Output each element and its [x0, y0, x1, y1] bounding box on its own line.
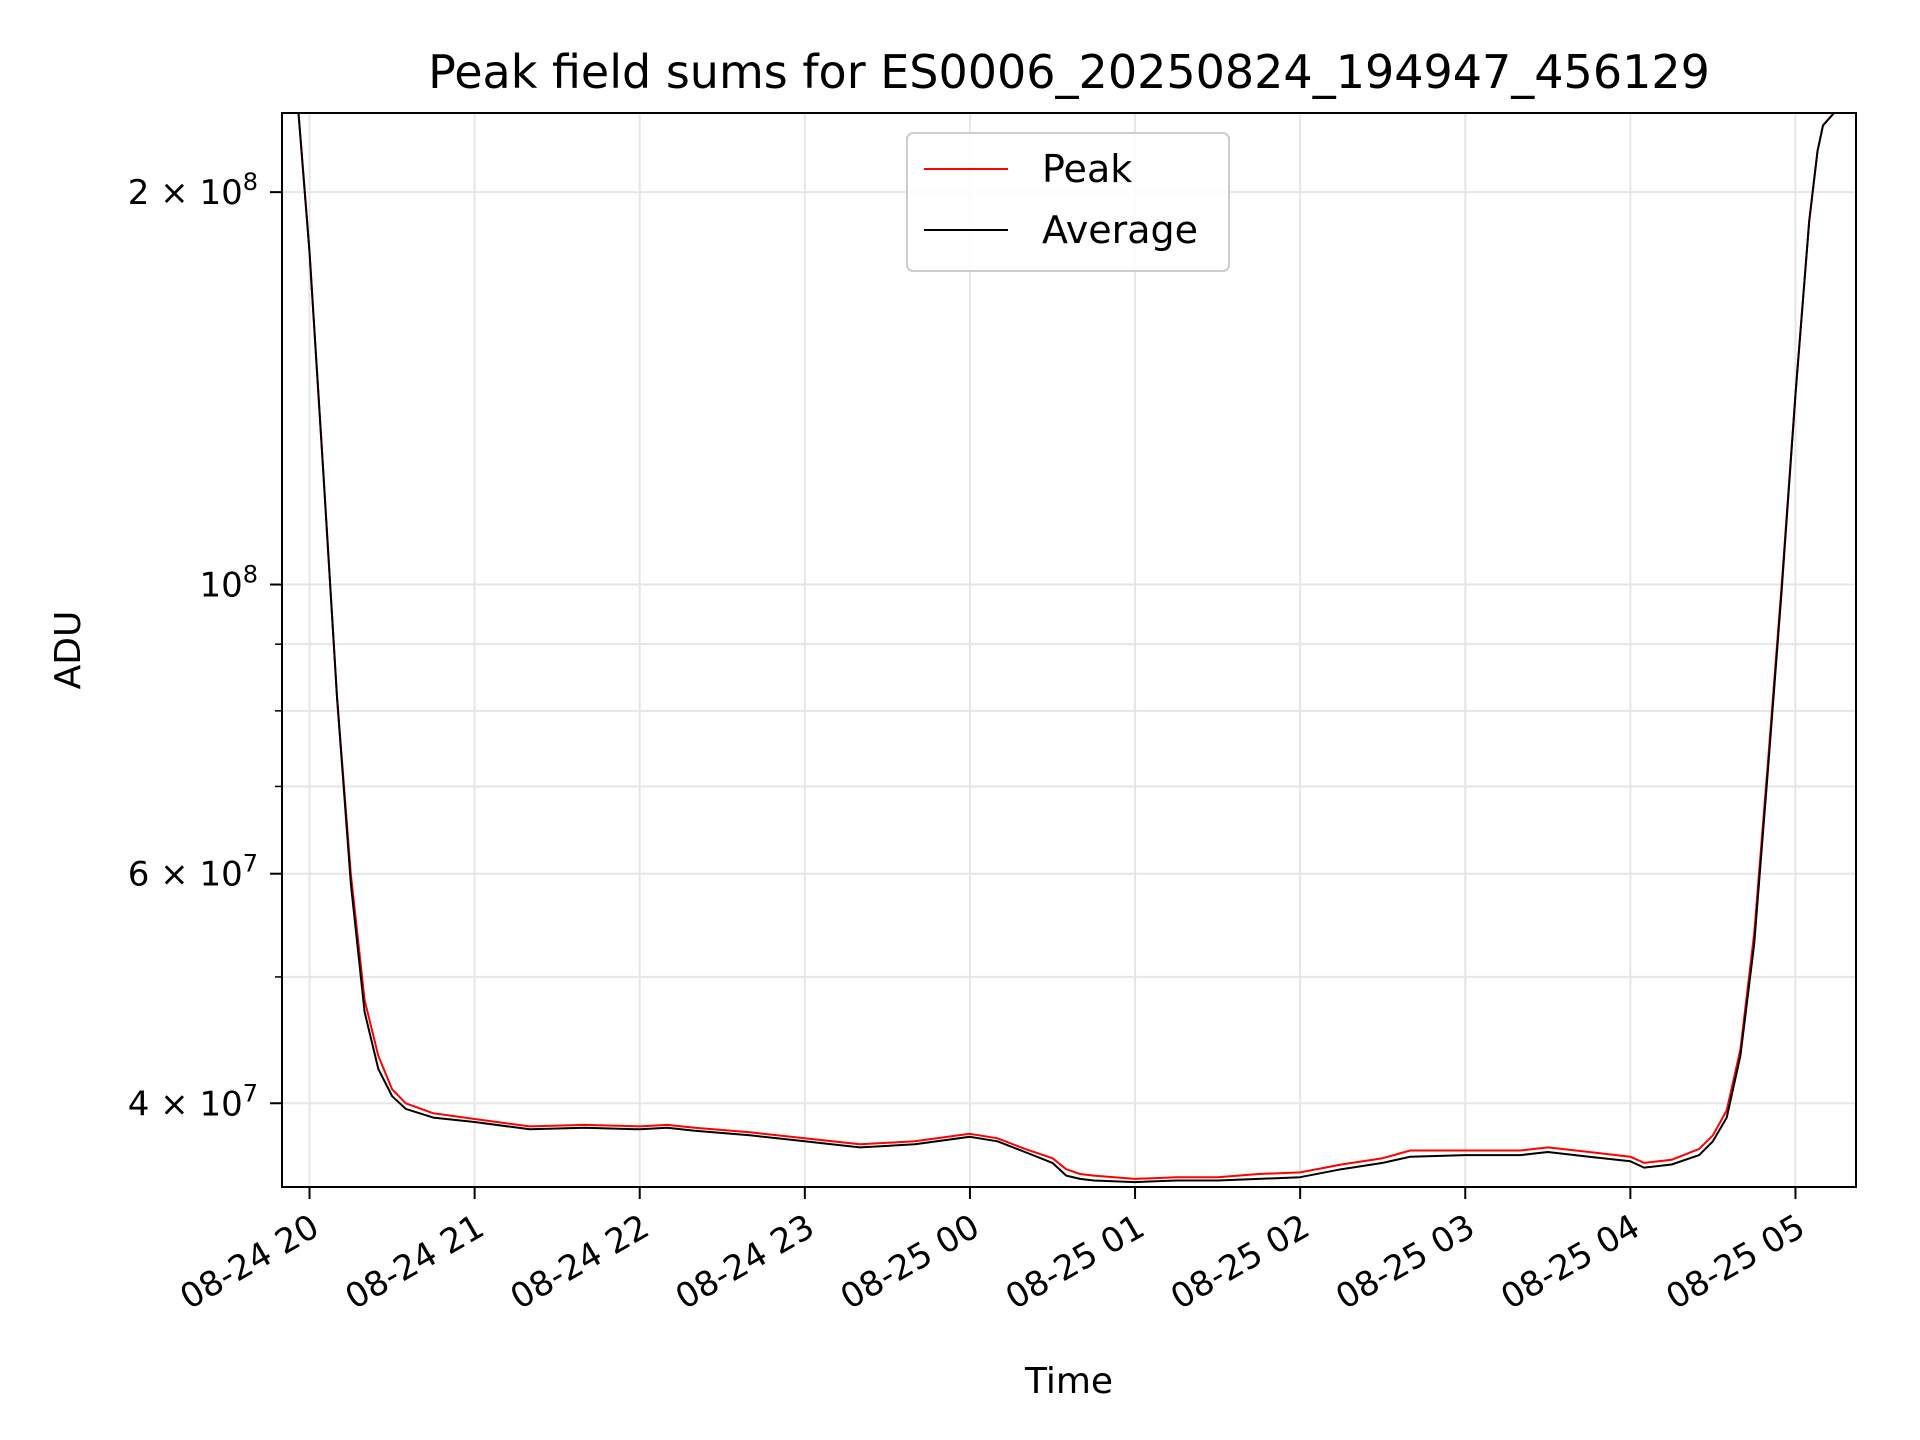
y-tick-label: 108 [199, 561, 258, 606]
legend: Peak Average [906, 132, 1230, 272]
legend-box [906, 132, 1230, 272]
grid-lines [282, 113, 1856, 1187]
x-axis-title: Time [1024, 1361, 1113, 1402]
y-axis: 4 × 107 6 × 107 108 2 × 108 [128, 168, 282, 1124]
series-line-peak [282, 113, 1856, 1180]
y-tick-label: 2 × 108 [128, 168, 258, 213]
y-tick-label: 6 × 107 [128, 850, 258, 895]
series-layer [282, 113, 1856, 1184]
plot-frame [281, 112, 1857, 1188]
chart-title: Peak field sums for ES0006_20250824_1949… [428, 45, 1710, 99]
y-tick-label: 4 × 107 [128, 1079, 258, 1124]
legend-label-peak: Peak [1042, 147, 1132, 191]
series-line-average [282, 113, 1856, 1184]
y-axis-title: ADU [48, 611, 89, 690]
legend-label-average: Average [1042, 208, 1198, 252]
